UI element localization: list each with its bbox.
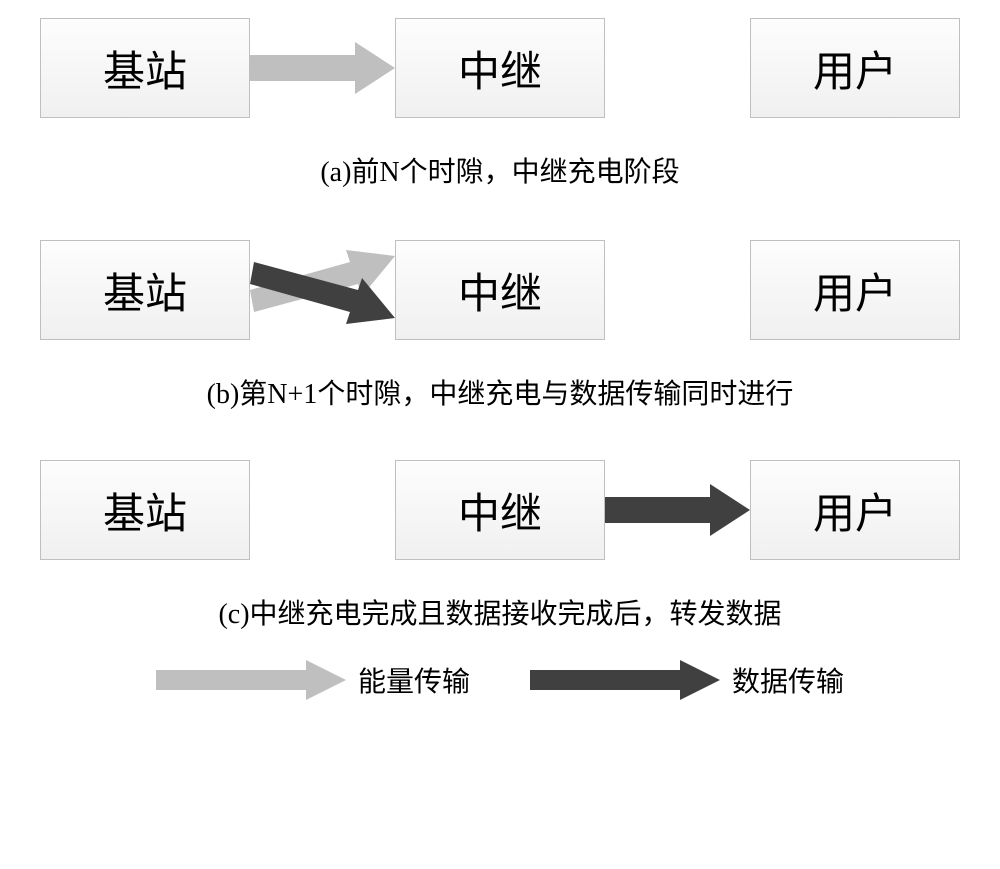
arrow-data-legend-icon — [530, 660, 720, 700]
node-base-station-a: 基站 — [40, 18, 250, 118]
caption-b: (b)第N+1个时隙，中继充电与数据传输同时进行 — [0, 372, 1000, 412]
node-label: 用户 — [813, 38, 897, 99]
node-label: 中继 — [458, 38, 542, 99]
arrow-energy-legend-icon — [156, 660, 346, 700]
legend-data-label: 数据传输 — [732, 660, 844, 700]
node-relay-b: 中继 — [395, 240, 605, 340]
legend: 能量传输 数据传输 — [0, 660, 1000, 700]
node-user-a: 用户 — [750, 18, 960, 118]
node-label: 用户 — [813, 480, 897, 541]
legend-energy: 能量传输 — [156, 660, 470, 700]
node-user-c: 用户 — [750, 460, 960, 560]
arrow-data-c — [605, 484, 750, 536]
node-user-b: 用户 — [750, 240, 960, 340]
node-label: 中继 — [458, 480, 542, 541]
node-relay-c: 中继 — [395, 460, 605, 560]
node-label: 基站 — [103, 260, 187, 321]
node-base-station-c: 基站 — [40, 460, 250, 560]
caption-c: (c)中继充电完成且数据接收完成后，转发数据 — [0, 592, 1000, 632]
legend-energy-label: 能量传输 — [358, 660, 470, 700]
node-label: 用户 — [813, 260, 897, 321]
node-base-station-b: 基站 — [40, 240, 250, 340]
caption-a: (a)前N个时隙，中继充电阶段 — [0, 150, 1000, 190]
node-label: 中继 — [458, 260, 542, 321]
node-relay-a: 中继 — [395, 18, 605, 118]
caption-text: (a)前N个时隙，中继充电阶段 — [320, 157, 679, 188]
node-label: 基站 — [103, 38, 187, 99]
arrow-data-b — [250, 260, 395, 350]
arrow-energy-a — [250, 42, 395, 94]
node-label: 基站 — [103, 480, 187, 541]
legend-data: 数据传输 — [530, 660, 844, 700]
caption-text: (c)中继充电完成且数据接收完成后，转发数据 — [218, 599, 781, 630]
caption-text: (b)第N+1个时隙，中继充电与数据传输同时进行 — [207, 379, 794, 410]
